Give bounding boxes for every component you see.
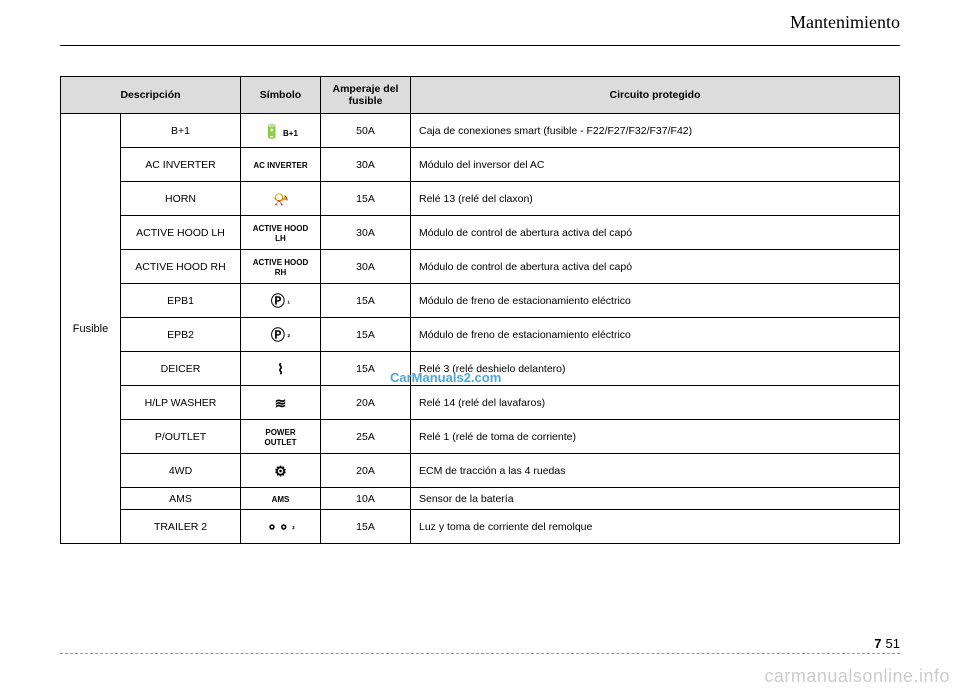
amp-cell: 10A <box>321 488 411 510</box>
table-row: H/LP WASHER ≋ 20ARelé 14 (relé del lavafa… <box>61 386 900 420</box>
symbol-cell: 🔋 B+1 <box>241 114 321 148</box>
table-row: FusibleB+1🔋 B+150ACaja de conexiones sma… <box>61 114 900 148</box>
amp-cell: 30A <box>321 250 411 284</box>
table-header-row: Descripción Símbolo Amperaje del fusible… <box>61 77 900 114</box>
symbol-cell: 📯 <box>241 182 321 216</box>
table-row: ACTIVE HOOD RH ACTIVE HOOD RH 30AMódulo de… <box>61 250 900 284</box>
header-rule <box>60 45 900 46</box>
desc-cell: P/OUTLET <box>121 420 241 454</box>
symbol-cell: ≋ <box>241 386 321 420</box>
center-watermark: CarManuals2.com <box>390 370 501 385</box>
symbol-text: ACTIVE HOOD LH <box>253 224 309 243</box>
circuit-cell: Módulo de control de abertura activa del… <box>411 250 900 284</box>
symbol-icon: ⚙ <box>274 463 287 479</box>
circuit-cell: Módulo del inversor del AC <box>411 148 900 182</box>
symbol-text: AC INVERTER <box>253 161 307 170</box>
desc-cell: ACTIVE HOOD RH <box>121 250 241 284</box>
table-row: EPB1Ⓟ ¹15AMódulo de freno de estacionami… <box>61 284 900 318</box>
desc-cell: AC INVERTER <box>121 148 241 182</box>
symbol-text: ² <box>292 525 295 534</box>
amp-cell: 15A <box>321 284 411 318</box>
symbol-icon: ≋ <box>275 395 287 411</box>
desc-cell: EPB1 <box>121 284 241 318</box>
circuit-cell: Caja de conexiones smart (fusible - F22/… <box>411 114 900 148</box>
symbol-text: ¹ <box>287 299 290 308</box>
amp-cell: 20A <box>321 386 411 420</box>
fuse-table-wrap: Descripción Símbolo Amperaje del fusible… <box>60 76 900 544</box>
symbol-icon: ⌇ <box>277 361 284 377</box>
circuit-cell: Sensor de la batería <box>411 488 900 510</box>
table-row: AC INVERTER AC INVERTER 30AMódulo del inve… <box>61 148 900 182</box>
circuit-cell: Luz y toma de corriente del remolque <box>411 510 900 544</box>
table-row: AMS AMS 10ASensor de la batería <box>61 488 900 510</box>
col-circ: Circuito protegido <box>411 77 900 114</box>
symbol-cell: Ⓟ ¹ <box>241 284 321 318</box>
symbol-icon: Ⓟ <box>271 293 285 309</box>
circuit-cell: Relé 1 (relé de toma de corriente) <box>411 420 900 454</box>
bottom-watermark: carmanualsonline.info <box>764 666 950 687</box>
symbol-cell: POWER OUTLET <box>241 420 321 454</box>
desc-cell: AMS <box>121 488 241 510</box>
circuit-cell: Módulo de control de abertura activa del… <box>411 216 900 250</box>
symbol-cell: ⌇ <box>241 352 321 386</box>
table-row: TRAILER 2⚬⚬ ²15ALuz y toma de corriente … <box>61 510 900 544</box>
page-number-value: 51 <box>886 636 900 651</box>
symbol-text: ACTIVE HOOD RH <box>253 258 309 277</box>
symbol-cell: AMS <box>241 488 321 510</box>
amp-cell: 50A <box>321 114 411 148</box>
amp-cell: 15A <box>321 510 411 544</box>
col-amp: Amperaje del fusible <box>321 77 411 114</box>
desc-cell: HORN <box>121 182 241 216</box>
symbol-text: POWER OUTLET <box>265 428 297 447</box>
footer-rule <box>60 653 900 654</box>
table-row: ACTIVE HOOD LH ACTIVE HOOD LH 30AMódulo de… <box>61 216 900 250</box>
page-container: Mantenimiento CarManuals2.com Descripció… <box>0 0 960 689</box>
circuit-cell: ECM de tracción a las 4 ruedas <box>411 454 900 488</box>
symbol-cell: ⚬⚬ ² <box>241 510 321 544</box>
circuit-cell: Módulo de freno de estacionamiento eléct… <box>411 284 900 318</box>
symbol-cell: AC INVERTER <box>241 148 321 182</box>
symbol-icon: 🔋 <box>263 123 280 139</box>
symbol-cell: ACTIVE HOOD LH <box>241 216 321 250</box>
desc-cell: B+1 <box>121 114 241 148</box>
amp-cell: 25A <box>321 420 411 454</box>
header-title: Mantenimiento <box>782 12 900 33</box>
desc-cell: TRAILER 2 <box>121 510 241 544</box>
circuit-cell: Módulo de freno de estacionamiento eléct… <box>411 318 900 352</box>
col-sym: Símbolo <box>241 77 321 114</box>
symbol-cell: ⚙ <box>241 454 321 488</box>
page-number: 751 <box>870 636 900 651</box>
table-row: P/OUTLET POWER OUTLET 25ARelé 1 (relé de t… <box>61 420 900 454</box>
symbol-icon: Ⓟ <box>271 327 285 343</box>
desc-cell: 4WD <box>121 454 241 488</box>
symbol-cell: ACTIVE HOOD RH <box>241 250 321 284</box>
symbol-text: ² <box>287 333 290 342</box>
col-desc: Descripción <box>61 77 241 114</box>
table-row: EPB2Ⓟ ²15AMódulo de freno de estacionami… <box>61 318 900 352</box>
symbol-cell: Ⓟ ² <box>241 318 321 352</box>
symbol-text: B+1 <box>283 129 298 138</box>
amp-cell: 20A <box>321 454 411 488</box>
chapter-number: 7 <box>870 636 885 651</box>
symbol-icon: 📯 <box>272 191 289 207</box>
symbol-icon: ⚬⚬ <box>266 519 289 535</box>
group-cell: Fusible <box>61 114 121 544</box>
amp-cell: 30A <box>321 148 411 182</box>
desc-cell: EPB2 <box>121 318 241 352</box>
amp-cell: 30A <box>321 216 411 250</box>
amp-cell: 15A <box>321 318 411 352</box>
circuit-cell: Relé 14 (relé del lavafaros) <box>411 386 900 420</box>
desc-cell: H/LP WASHER <box>121 386 241 420</box>
circuit-cell: Relé 13 (relé del claxon) <box>411 182 900 216</box>
amp-cell: 15A <box>321 182 411 216</box>
table-body: FusibleB+1🔋 B+150ACaja de conexiones sma… <box>61 114 900 544</box>
symbol-text: AMS <box>272 495 290 504</box>
table-row: 4WD ⚙ 20AECM de tracción a las 4 ruedas <box>61 454 900 488</box>
table-row: HORN 📯 15ARelé 13 (relé del claxon) <box>61 182 900 216</box>
fuse-table: Descripción Símbolo Amperaje del fusible… <box>60 76 900 544</box>
desc-cell: ACTIVE HOOD LH <box>121 216 241 250</box>
desc-cell: DEICER <box>121 352 241 386</box>
